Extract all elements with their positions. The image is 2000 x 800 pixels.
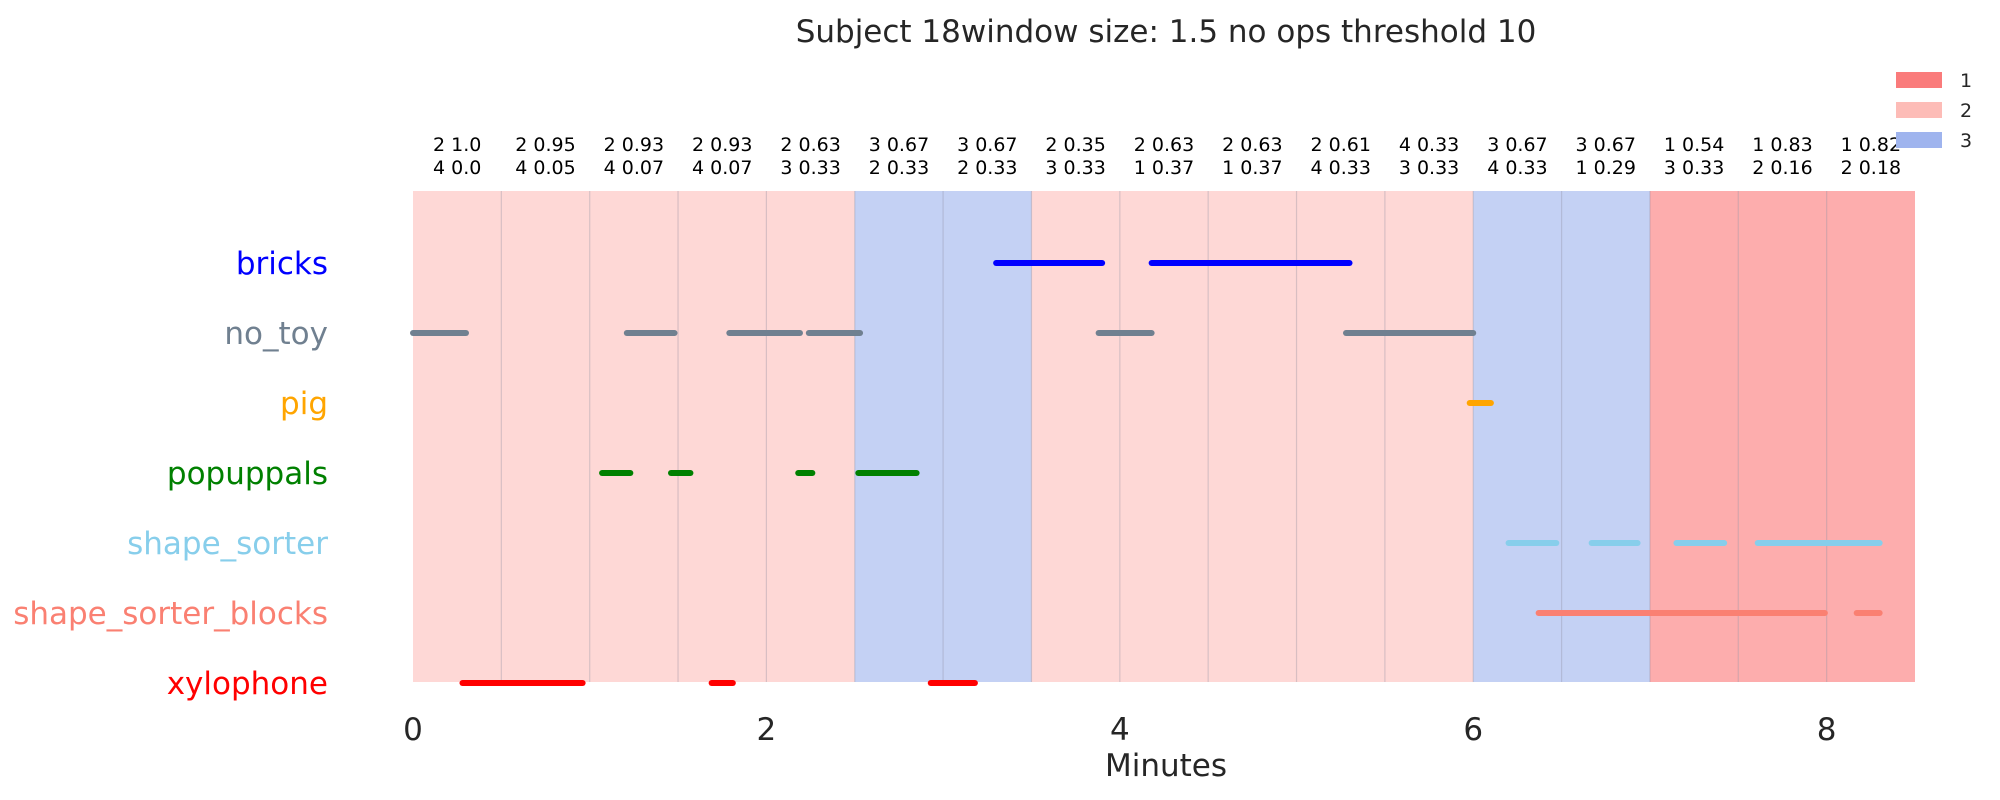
window-rect-13 — [1561, 191, 1650, 682]
y-label-xylophone: xylophone — [167, 666, 328, 702]
window-annotation-top-12: 3 0.67 — [1487, 134, 1547, 156]
window-rect-7 — [1031, 191, 1120, 682]
window-annotation-top-11: 4 0.33 — [1399, 134, 1459, 156]
window-rect-4 — [766, 191, 855, 682]
window-rect-14 — [1649, 191, 1739, 682]
x-tick-0: 0 — [403, 712, 423, 748]
legend: 1 2 3 — [1896, 70, 1972, 152]
x-tick-2: 4 — [1110, 712, 1130, 748]
window-annotation-bottom-0: 4 0.0 — [433, 157, 481, 179]
window-annotation-top-1: 2 0.95 — [515, 134, 575, 156]
legend-label-1: 1 — [1960, 70, 1972, 92]
window-rect-6 — [943, 191, 1032, 682]
chart-title: Subject 18window size: 1.5 no ops thresh… — [796, 14, 1537, 50]
window-annotation-bottom-1: 4 0.05 — [515, 157, 575, 179]
window-annotation-bottom-14: 3 0.33 — [1664, 157, 1724, 179]
legend-label-3: 3 — [1960, 130, 1972, 152]
window-annotation-bottom-8: 1 0.37 — [1134, 157, 1194, 179]
y-label-popuppals: popuppals — [167, 456, 328, 492]
window-rect-3 — [678, 191, 767, 682]
window-annotation-bottom-5: 2 0.33 — [869, 157, 929, 179]
window-rect-12 — [1473, 191, 1562, 682]
window-rect-9 — [1208, 191, 1297, 682]
legend-swatch-2 — [1896, 102, 1942, 118]
window-annotation-top-14: 1 0.54 — [1664, 134, 1724, 156]
legend-label-2: 2 — [1960, 100, 1972, 122]
window-rect-0 — [413, 191, 502, 682]
window-annotation-top-4: 2 0.63 — [780, 134, 840, 156]
window-annotation-top-0: 2 1.0 — [433, 134, 481, 156]
legend-swatch-1 — [1896, 72, 1942, 88]
y-label-shape_sorter: shape_sorter — [127, 526, 328, 562]
window-annotation-top-3: 2 0.93 — [692, 134, 752, 156]
window-rect-16 — [1826, 191, 1915, 682]
window-backgrounds — [413, 191, 1915, 682]
window-annotation-bottom-10: 4 0.33 — [1310, 157, 1370, 179]
window-annotations: 2 1.04 0.02 0.954 0.052 0.934 0.072 0.93… — [433, 134, 1901, 179]
window-rect-5 — [854, 191, 944, 682]
window-annotation-top-9: 2 0.63 — [1222, 134, 1282, 156]
window-annotation-bottom-6: 2 0.33 — [957, 157, 1017, 179]
window-annotation-bottom-12: 4 0.33 — [1487, 157, 1547, 179]
window-annotation-bottom-16: 2 0.18 — [1841, 157, 1901, 179]
window-annotation-bottom-2: 4 0.07 — [604, 157, 664, 179]
activity-segments — [410, 260, 1883, 686]
window-annotation-top-5: 3 0.67 — [869, 134, 929, 156]
window-annotation-top-7: 2 0.35 — [1045, 134, 1105, 156]
window-annotation-bottom-3: 4 0.07 — [692, 157, 752, 179]
window-annotation-top-10: 2 0.61 — [1310, 134, 1370, 156]
window-annotation-bottom-13: 1 0.29 — [1576, 157, 1636, 179]
window-rect-11 — [1384, 191, 1474, 682]
x-axis-label: Minutes — [1105, 748, 1227, 784]
window-rect-2 — [589, 191, 679, 682]
y-label-no_toy: no_toy — [224, 316, 328, 352]
window-rect-1 — [501, 191, 590, 682]
x-tick-4: 8 — [1817, 712, 1837, 748]
window-rect-8 — [1119, 191, 1209, 682]
window-annotation-bottom-15: 2 0.16 — [1752, 157, 1812, 179]
window-annotation-top-16: 1 0.82 — [1841, 134, 1901, 156]
legend-swatch-3 — [1896, 132, 1942, 148]
x-axis-ticks: 0 2 4 6 8 — [403, 712, 1836, 748]
window-rect-10 — [1296, 191, 1385, 682]
window-annotation-top-6: 3 0.67 — [957, 134, 1017, 156]
y-label-bricks: bricks — [236, 246, 328, 282]
window-annotation-top-8: 2 0.63 — [1134, 134, 1194, 156]
window-annotation-bottom-11: 3 0.33 — [1399, 157, 1459, 179]
window-annotation-top-2: 2 0.93 — [604, 134, 664, 156]
window-annotation-bottom-4: 3 0.33 — [780, 157, 840, 179]
y-label-pig: pig — [280, 386, 328, 422]
window-annotation-bottom-9: 1 0.37 — [1222, 157, 1282, 179]
window-rect-15 — [1738, 191, 1827, 682]
window-annotation-top-15: 1 0.83 — [1752, 134, 1812, 156]
x-tick-3: 6 — [1463, 712, 1483, 748]
window-annotation-bottom-7: 3 0.33 — [1045, 157, 1105, 179]
y-label-shape_sorter_blocks: shape_sorter_blocks — [13, 596, 328, 632]
x-tick-1: 2 — [757, 712, 777, 748]
window-annotation-top-13: 3 0.67 — [1576, 134, 1636, 156]
